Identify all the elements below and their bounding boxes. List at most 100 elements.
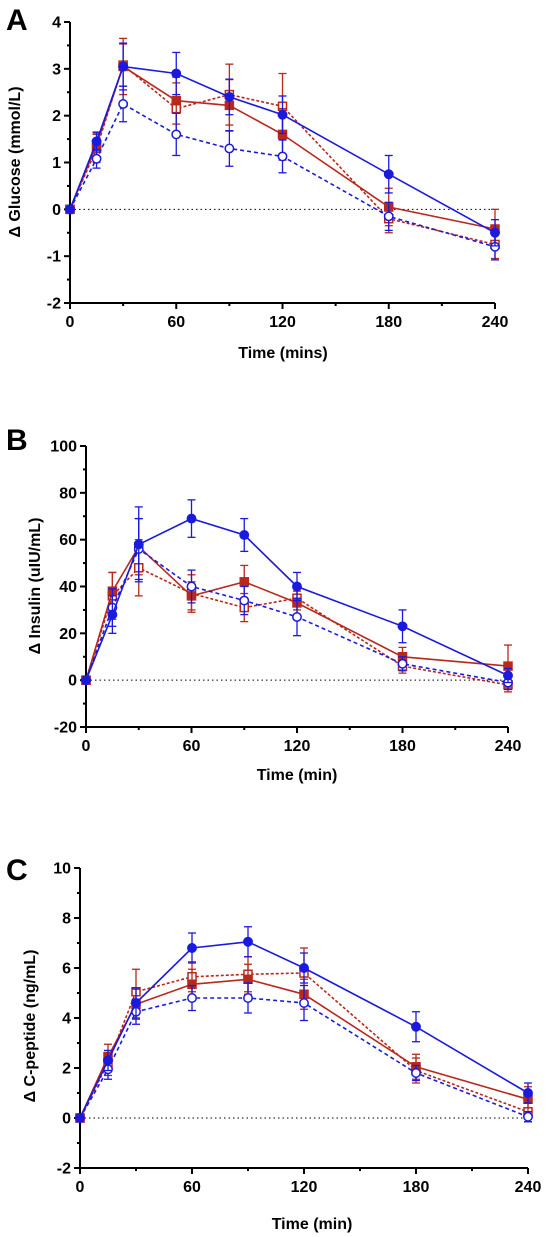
data-point [133,539,144,550]
y-tick-label: 0 [52,202,61,219]
series-line [85,517,509,681]
data-point [490,227,500,238]
data-point [383,169,394,180]
y-tick-label: 4 [62,1011,71,1028]
y-tick-label: 6 [62,961,71,978]
plot-area: -2 -1 0 1 2 3 4 0 60 120 180 240 [47,15,509,332]
y-tick-label: -2 [47,296,61,313]
y-tick-label: 2 [62,1061,71,1078]
series-line [69,102,496,248]
data-point [186,513,197,524]
x-axis-title: Time (min) [272,1216,353,1233]
panel-b: B Δ Insulin (uIU/mL) Time (min) -20 0 20 40… [6,424,521,784]
series-blue-dashed-open-circle [75,982,533,1123]
series-line [69,65,496,234]
x-tick-label: 240 [515,1179,542,1196]
panel-label: C [6,854,28,887]
data-point [118,61,129,72]
data-point [239,595,250,606]
series-blue-solid-filled-circle [65,42,500,247]
y-tick-label: 20 [59,626,77,643]
data-point [397,658,408,669]
y-tick-label: -20 [54,720,77,737]
x-tick-label: 120 [291,1179,318,1196]
data-point [383,211,394,222]
data-point [224,91,235,102]
y-tick-label: 0 [62,1111,71,1128]
data-point [411,1021,421,1032]
series-line [69,65,496,230]
y-tick-label: 0 [68,673,77,690]
series-line [85,547,509,684]
x-tick-label: 240 [482,314,509,331]
x-tick-label: 240 [495,738,522,755]
data-point [277,151,288,162]
data-point [523,1088,533,1098]
data-point [523,1111,533,1122]
series-line [69,63,496,246]
x-tick-label: 60 [183,738,201,755]
data-point [292,581,302,592]
x-tick-label: 120 [284,738,311,755]
data-point [243,936,253,947]
data-point [75,1113,85,1123]
series-line [79,978,529,1119]
data-point [224,143,235,154]
y-tick-label: 1 [52,155,61,172]
data-point [103,1055,113,1066]
x-tick-label: 120 [269,314,296,331]
panel-c: C Δ C-peptide (ng/mL) Time (min) -2 0 2 4 6 8… [6,854,541,1233]
data-point [239,577,249,587]
y-tick-label: 80 [59,485,77,502]
data-point [171,95,181,106]
plot-area: -2 0 2 4 6 8 10 0 60 120 180 240 [53,861,541,1197]
series-blue-solid-filled-circle [81,499,513,686]
data-point [243,993,253,1003]
data-point [118,99,129,109]
data-point [91,153,102,164]
data-point [65,204,75,215]
data-point [81,675,91,686]
data-point [243,974,253,984]
data-point [299,998,309,1008]
panel-label: B [6,424,28,457]
y-axis-title: Δ Glucose (mmol/L) [7,86,24,237]
data-point [107,609,118,620]
y-tick-label: 8 [62,911,71,928]
x-axis-title: Time (min) [257,767,338,784]
series-blue-solid-filled-circle [75,926,533,1123]
data-point [186,581,197,592]
data-point [503,670,513,681]
y-tick-label: 4 [52,15,61,32]
y-axis-title: Δ C-peptide (ng/mL) [22,950,39,1103]
y-tick-label: 60 [59,532,77,549]
data-point [292,611,302,622]
x-tick-label: 0 [82,738,91,755]
y-tick-label: 2 [52,108,61,125]
series-blue-dashed-open-circle [81,517,513,691]
data-point [171,129,182,140]
data-point [91,136,102,147]
panel-label: A [6,4,28,37]
series-line [79,940,529,1119]
data-point [299,963,309,973]
series-line [85,545,509,681]
x-tick-label: 0 [66,314,75,331]
data-point [411,1068,421,1078]
data-point [277,109,288,120]
data-point [187,993,197,1003]
x-tick-label: 180 [403,1179,430,1196]
plot-area: -20 0 20 40 60 80 100 0 60 120 180 240 [50,439,521,756]
y-tick-label: 100 [50,439,77,456]
y-tick-label: -2 [57,1161,71,1178]
y-tick-label: 10 [53,861,71,878]
x-tick-label: 180 [375,314,402,331]
panel-a: A Δ Glucose (mmol/L) Time (mins) -2-1012… [6,4,508,362]
data-point [171,68,182,79]
x-tick-label: 0 [76,1179,85,1196]
series-line [85,566,509,686]
x-tick-label: 60 [167,314,185,331]
data-point [397,621,408,632]
y-tick-label: -1 [47,249,61,266]
